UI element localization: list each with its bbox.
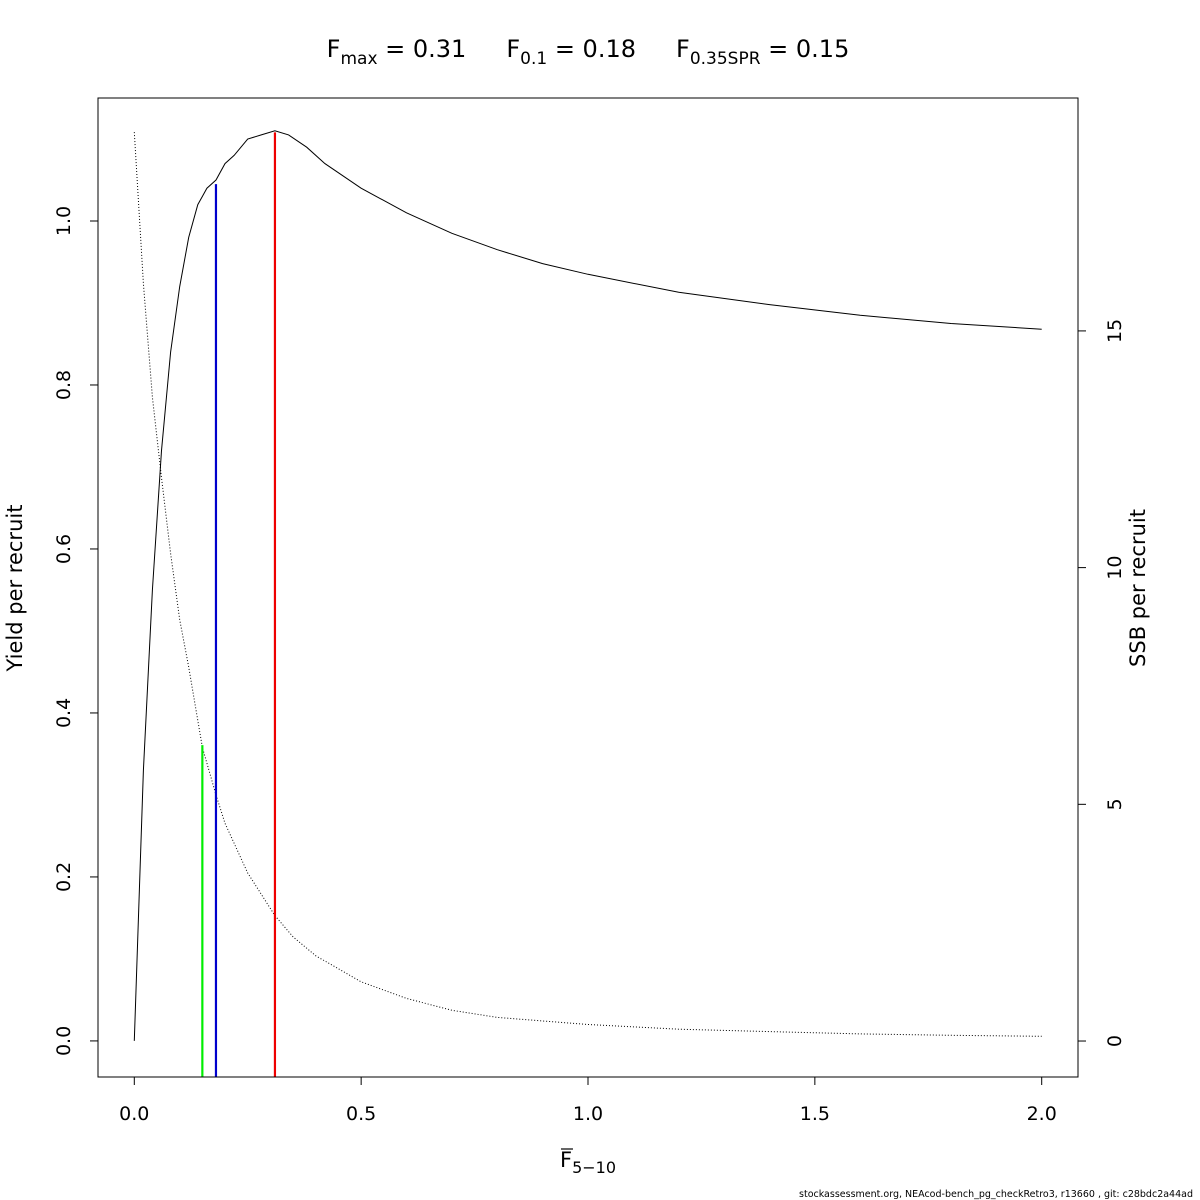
y-tick-label: 0.4: [53, 698, 75, 728]
y-tick-label: 1.0: [53, 206, 75, 236]
x-tick-label: 1.5: [800, 1103, 830, 1125]
x-axis-label-subscript: 5−10: [572, 1158, 616, 1177]
title-part-label: F: [327, 35, 341, 63]
y-axis-label: Yield per recruit: [3, 505, 27, 673]
title-part-value: = 0.31: [378, 35, 467, 63]
ssb-per-recruit-line: [133, 132, 1042, 1037]
title-part-value: = 0.15: [761, 35, 850, 63]
reference-lines: [201, 132, 277, 1077]
y2-tick-label: 15: [1104, 319, 1126, 343]
title-part-label: F: [676, 35, 690, 63]
y2-axis-label: SSB per recruit: [1126, 509, 1150, 667]
x-axis-label: F5−10: [560, 1148, 616, 1177]
chart-title: Fmax = 0.31 F0.1 = 0.18 F0.35SPR = 0.15: [327, 35, 850, 69]
title-part-label: F: [506, 35, 520, 63]
x-tick-label: 0.5: [346, 1103, 376, 1125]
y-tick-label: 0.6: [53, 534, 75, 564]
yield-per-recruit-line: [133, 130, 1042, 1041]
x-tick-label: 0.0: [119, 1103, 149, 1125]
y-tick-label: 0.2: [53, 862, 75, 892]
title-part-subscript: 0.35SPR: [690, 49, 761, 69]
y2-tick-label: 5: [1104, 798, 1126, 810]
footer-text: stockassessment.org, NEAcod-bench_pg_che…: [799, 1189, 1193, 1200]
title-part-value: = 0.18: [547, 35, 636, 63]
x-tick-label: 2.0: [1027, 1103, 1057, 1125]
x-axis-label-main: F: [560, 1148, 572, 1172]
y-axis-left: 0.0 0.2 0.4 0.6 0.8 1.0: [53, 206, 98, 1056]
y2-tick-label: 0: [1104, 1035, 1126, 1047]
y-tick-label: 0.8: [53, 370, 75, 400]
y-tick-label: 0.0: [53, 1026, 75, 1056]
title-part-subscript: max: [340, 49, 377, 69]
plot-area: [97, 97, 1079, 1078]
title-part-subscript: 0.1: [520, 49, 547, 69]
x-tick-label: 1.0: [573, 1103, 603, 1125]
x-axis: 0.0 0.5 1.0 1.5 2.0: [119, 1077, 1057, 1125]
y2-tick-label: 10: [1104, 556, 1126, 580]
series-layer: [133, 130, 1042, 1041]
plot-frame: [97, 97, 1079, 1078]
y-axis-right: 0 5 10 15: [1078, 319, 1126, 1047]
